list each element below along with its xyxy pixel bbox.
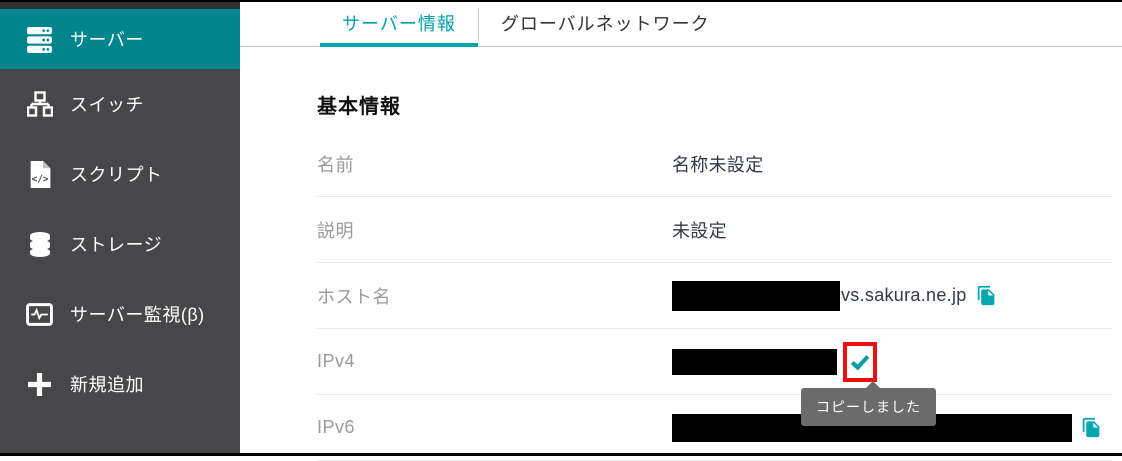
window-top-edge [0,0,1122,2]
monitor-icon [26,301,53,328]
sidebar-item-add-new[interactable]: 新規追加 [0,349,240,419]
check-icon [850,354,870,370]
basic-info-section: 基本情報 名前 名称未設定 説明 未設定 ホスト名 vs.sakura.ne.j… [240,90,1122,461]
copy-icon[interactable] [1081,416,1102,439]
sidebar-item-label: 新規追加 [70,375,144,395]
svg-text:</>: </> [31,173,48,184]
row-value: 名称未設定 [672,154,764,175]
sidebar-item-label: スクリプト [70,165,163,185]
switch-icon [26,91,53,118]
annotation-highlight-box [843,341,877,382]
row-label: IPv4 [317,351,356,371]
sidebar-top-strip [0,0,240,9]
sidebar-item-label: サーバー [70,30,144,50]
row-label: 名前 [317,154,354,175]
tab-global-network[interactable]: グローバルネットワーク [479,0,732,46]
redacted-value-bar [672,348,837,375]
sidebar-item-label: サーバー監視(β) [70,305,205,325]
row-label: ホスト名 [317,286,391,307]
main-content: サーバー情報 グローバルネットワーク 基本情報 名前 名称未設定 説明 未設定 … [240,0,1122,461]
window-bottom-edge [0,453,1122,456]
sidebar-item-label: スイッチ [70,95,144,115]
tab-server-info-label: サーバー情報 [342,14,456,34]
row-value: vs.sakura.ne.jp [672,280,997,311]
row-label: 説明 [317,220,354,241]
copied-indicator-wrap: コピーしました [801,341,936,426]
storage-icon [26,231,53,258]
section-title: 基本情報 [317,96,401,118]
sidebar-item-storage[interactable]: ストレージ [0,209,240,279]
row-value: 未設定 [672,220,727,241]
script-icon: </> [26,160,53,188]
info-row-hostname: ホスト名 vs.sakura.ne.jp [317,263,1112,329]
sidebar-item-label: ストレージ [70,235,163,255]
info-row-ipv6: IPv6 [317,395,1112,461]
redacted-value-bar [672,280,840,311]
info-row-description: 説明 未設定 [317,197,1112,263]
copied-tooltip: コピーしました [801,380,936,426]
sidebar-item-server[interactable]: サーバー [0,9,240,69]
row-value: コピーしました [672,341,936,426]
sidebar: サーバー スイッチ </> スクリプト [0,0,240,456]
info-row-name: 名前 名称未設定 [317,131,1112,197]
tab-bar: サーバー情報 グローバルネットワーク [240,0,1122,47]
info-row-ipv4: IPv4 コピーしました [317,329,1112,426]
hostname-suffix: vs.sakura.ne.jp [841,285,967,305]
basic-info-table: 名前 名称未設定 説明 未設定 ホスト名 vs.sakura.ne.jp [317,131,1112,461]
row-label: IPv6 [317,417,356,437]
plus-icon [26,371,53,398]
server-icon [26,26,53,53]
sidebar-item-script[interactable]: </> スクリプト [0,139,240,209]
tab-server-info[interactable]: サーバー情報 [320,0,478,47]
copy-icon[interactable] [976,284,997,307]
sidebar-item-switch[interactable]: スイッチ [0,69,240,139]
tab-divider [477,8,479,41]
tab-global-network-label: グローバルネットワーク [500,14,710,34]
sidebar-item-server-monitoring[interactable]: サーバー監視(β) [0,279,240,349]
